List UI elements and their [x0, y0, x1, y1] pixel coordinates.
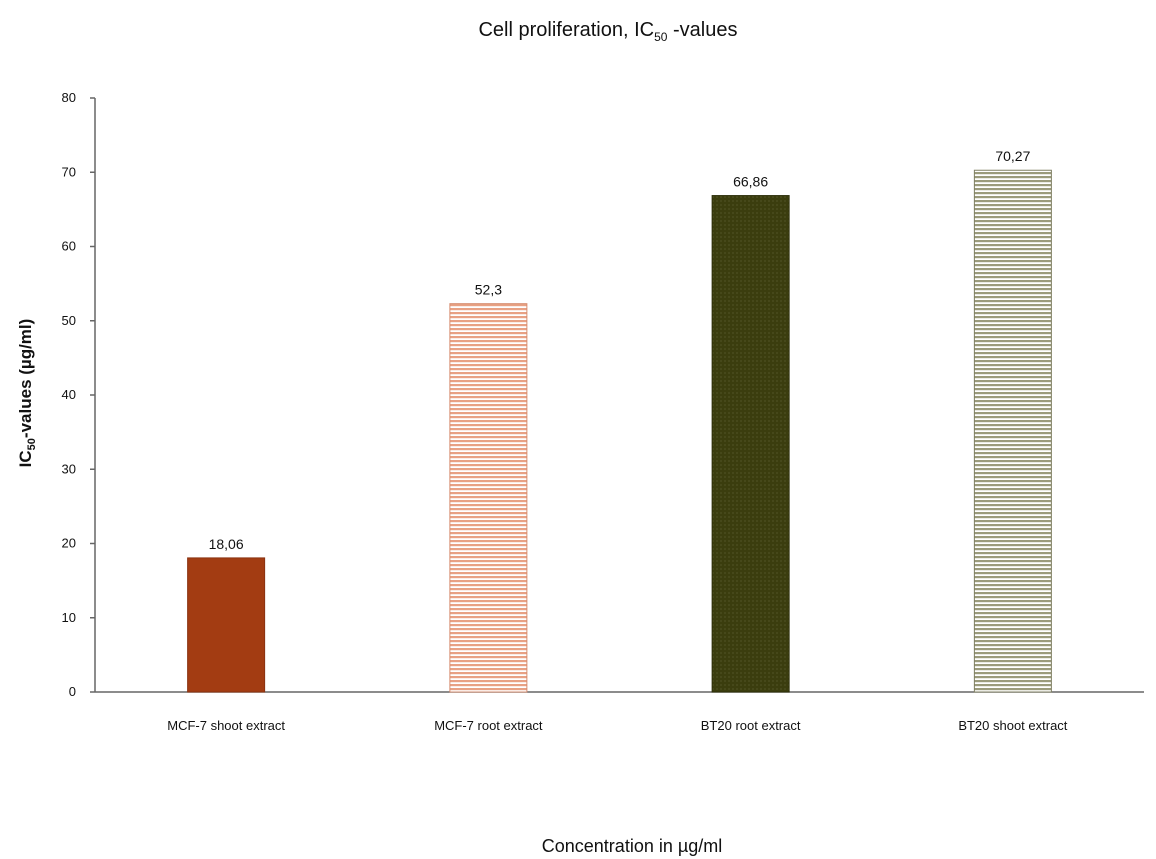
y-tick-label: 40: [62, 387, 76, 402]
chart-title-subscript: 50: [654, 30, 668, 44]
y-tick-label: 60: [62, 239, 76, 254]
chart-title: Cell proliferation, IC50 -values: [478, 19, 737, 44]
bar-3: [711, 195, 790, 693]
category-label-3: BT20 root extract: [701, 718, 801, 733]
data-label-1: 18,06: [209, 536, 244, 552]
category-label-2: MCF-7 root extract: [434, 718, 543, 733]
y-axis-title-main: IC: [16, 450, 35, 467]
chart-title-suffix: -values: [667, 19, 737, 41]
y-tick-label: 20: [62, 536, 76, 551]
data-label-3: 66,86: [733, 174, 768, 190]
y-tick-label: 80: [62, 90, 76, 105]
data-label-4: 70,27: [995, 148, 1030, 164]
bar-1: [187, 557, 266, 693]
y-axis-title-subscript: 50: [26, 438, 38, 450]
category-label-1: MCF-7 shoot extract: [167, 718, 285, 733]
y-axis-title-suffix: -values (µg/ml): [16, 319, 35, 438]
category-label-4: BT20 shoot extract: [958, 718, 1067, 733]
y-tick-label: 10: [62, 610, 76, 625]
y-tick-label: 70: [62, 164, 76, 179]
y-tick-label: 30: [62, 461, 76, 476]
y-tick-label: 0: [69, 684, 76, 699]
y-tick-label: 50: [62, 313, 76, 328]
y-axis-title: IC50-values (µg/ml): [16, 319, 38, 468]
x-axis-title: Concentration in µg/ml: [542, 836, 722, 856]
bar-2: [449, 303, 528, 693]
plot-area: 0 10 20 30 40 50 60 70 80 18,06 MCF-7 shoot extrac…: [62, 90, 1144, 733]
bar-4: [973, 169, 1052, 693]
data-label-2: 52,3: [475, 282, 502, 298]
chart-title-main: Cell proliferation, IC: [478, 19, 654, 41]
